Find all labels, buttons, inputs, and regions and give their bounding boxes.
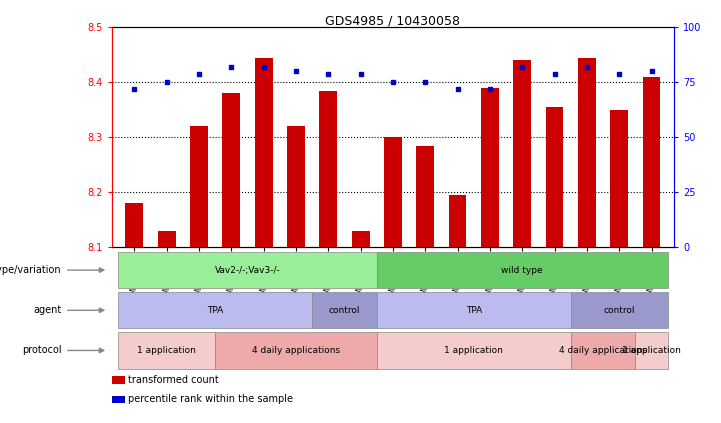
Bar bbox=[158, 231, 176, 247]
Bar bbox=[635, 332, 668, 368]
Text: 1 application: 1 application bbox=[622, 346, 681, 355]
Bar bbox=[223, 93, 240, 247]
Bar bbox=[125, 203, 143, 247]
Text: control: control bbox=[603, 306, 635, 315]
Bar bbox=[571, 292, 668, 328]
Text: genotype/variation: genotype/variation bbox=[0, 265, 61, 275]
Text: protocol: protocol bbox=[22, 346, 61, 355]
Bar bbox=[578, 58, 596, 247]
Bar bbox=[312, 292, 377, 328]
Bar bbox=[190, 126, 208, 247]
Bar bbox=[118, 332, 215, 368]
Text: agent: agent bbox=[33, 305, 61, 315]
Bar bbox=[377, 252, 668, 288]
Bar bbox=[377, 332, 571, 368]
Bar bbox=[352, 231, 370, 247]
Bar bbox=[642, 77, 660, 247]
Text: wild type: wild type bbox=[501, 266, 543, 275]
Bar bbox=[448, 195, 466, 247]
Text: 1 application: 1 application bbox=[137, 346, 196, 355]
Bar bbox=[118, 252, 377, 288]
Bar bbox=[319, 91, 337, 247]
Text: percentile rank within the sample: percentile rank within the sample bbox=[128, 394, 293, 404]
Text: TPA: TPA bbox=[466, 306, 482, 315]
Bar bbox=[255, 58, 273, 247]
Text: 1 application: 1 application bbox=[444, 346, 503, 355]
Bar bbox=[546, 107, 563, 247]
Text: control: control bbox=[329, 306, 360, 315]
Bar bbox=[118, 292, 312, 328]
Text: GDS4985 / 10430058: GDS4985 / 10430058 bbox=[325, 15, 461, 28]
Bar bbox=[571, 332, 635, 368]
Text: TPA: TPA bbox=[207, 306, 224, 315]
Bar bbox=[215, 332, 377, 368]
Bar bbox=[417, 146, 434, 247]
Text: Vav2-/-;Vav3-/-: Vav2-/-;Vav3-/- bbox=[215, 266, 280, 275]
Bar bbox=[287, 126, 305, 247]
Text: transformed count: transformed count bbox=[128, 375, 218, 385]
Bar bbox=[513, 60, 531, 247]
Bar bbox=[610, 110, 628, 247]
Bar bbox=[377, 292, 571, 328]
Text: 4 daily applications: 4 daily applications bbox=[252, 346, 340, 355]
Text: 4 daily applications: 4 daily applications bbox=[559, 346, 647, 355]
Bar bbox=[481, 88, 499, 247]
Bar bbox=[384, 137, 402, 247]
